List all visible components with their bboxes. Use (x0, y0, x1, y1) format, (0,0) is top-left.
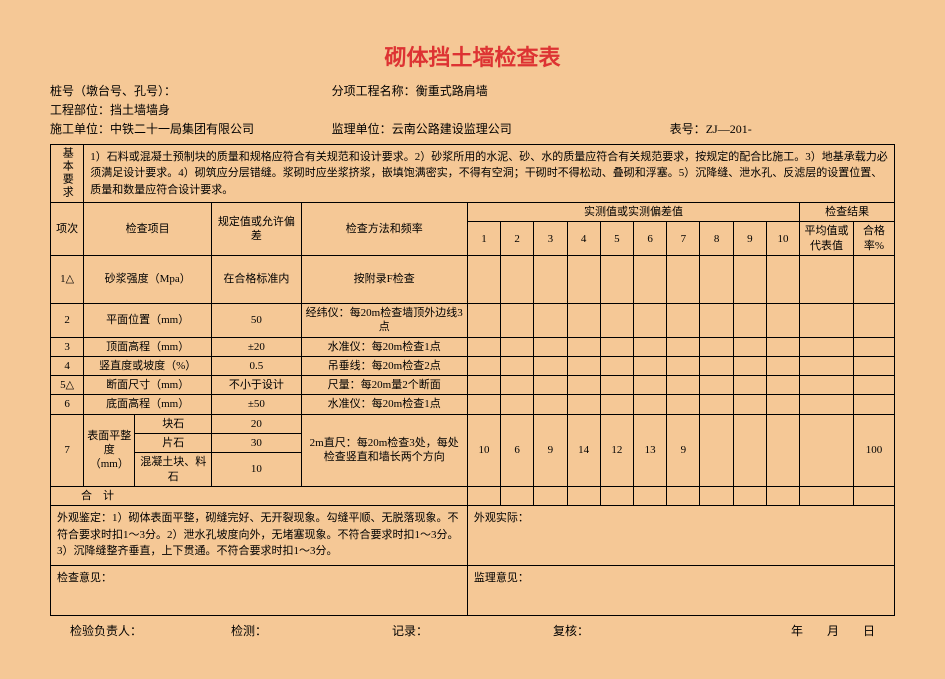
r1-std: 在合格标准内 (212, 255, 302, 303)
r5-item: 断面尺寸（mm） (84, 376, 212, 395)
supervisor: 监理单位：云南公路建设监理公司 (332, 120, 670, 139)
th-rate: 合格率% (853, 222, 894, 256)
form-title: 砌体挡土墙检查表 (50, 40, 895, 72)
r2-std: 50 (212, 303, 302, 337)
th-n5: 5 (600, 222, 633, 256)
th-n2: 2 (501, 222, 534, 256)
appearance-criteria: 外观鉴定：1）砌体表面平整，砌缝完好、无开裂现象。勾缝平顺、无脱落现象。不符合要… (51, 506, 468, 566)
r3-seq: 3 (51, 337, 84, 356)
r6-method: 水准仪：每20m检查1点 (301, 395, 467, 414)
r4-seq: 4 (51, 356, 84, 375)
th-n4: 4 (567, 222, 600, 256)
r2-item: 平面位置（mm） (84, 303, 212, 337)
th-method: 检查方法和频率 (301, 203, 467, 256)
r6-seq: 6 (51, 395, 84, 414)
r3-std: ±20 (212, 337, 302, 356)
th-n10: 10 (766, 222, 799, 256)
th-n1: 1 (467, 222, 500, 256)
r6-item: 底面高程（mm） (84, 395, 212, 414)
total-label: 合 计 (51, 486, 468, 505)
r7-avg (800, 414, 854, 486)
form-number: 表号：ZJ—201- (670, 120, 895, 139)
th-n3: 3 (534, 222, 567, 256)
r7-v4: 14 (567, 414, 600, 486)
r7-method: 2m直尺：每20m检查3处，每处检查竖直和墙长两个方向 (301, 414, 467, 486)
th-measured: 实测值或实测偏差值 (467, 203, 799, 222)
r4-item: 竖直度或坡度（%） (84, 356, 212, 375)
footer: 检验负责人： 检测： 记录： 复核： 年 月 日 (50, 622, 895, 639)
r7c-std: 10 (212, 453, 302, 487)
footer-review: 复核： (553, 622, 714, 639)
th-std: 规定值或允许偏差 (212, 203, 302, 256)
subproject: 分项工程名称：衡重式路肩墙 (332, 82, 670, 101)
r7-v6: 13 (634, 414, 667, 486)
r7-v7: 9 (667, 414, 700, 486)
footer-inspector: 检验负责人： (70, 622, 231, 639)
r7-v2: 6 (501, 414, 534, 486)
r7a-std: 20 (212, 414, 302, 433)
r2-method: 经纬仪：每20m检查墙顶外边线3点 (301, 303, 467, 337)
inspection-table: 基本要求 1）石料或混凝土预制块的质量和规格应符合有关规范和设计要求。2）砂浆所… (50, 144, 895, 617)
appearance-actual: 外观实际： (467, 506, 894, 566)
r7-v5: 12 (600, 414, 633, 486)
basic-req-label: 基本要求 (51, 144, 84, 203)
r1-seq: 1△ (51, 255, 84, 303)
r6-std: ±50 (212, 395, 302, 414)
r5-method: 尺量：每20m量2个断面 (301, 376, 467, 395)
r5-seq: 5△ (51, 376, 84, 395)
r7-v9 (733, 414, 766, 486)
th-n9: 9 (733, 222, 766, 256)
pile-number: 桩号（墩台号、孔号）： (50, 82, 332, 101)
th-result: 检查结果 (800, 203, 895, 222)
contractor: 施工单位：中铁二十一局集团有限公司 (50, 120, 332, 139)
r2-seq: 2 (51, 303, 84, 337)
r7-rate: 100 (853, 414, 894, 486)
r7-seq: 7 (51, 414, 84, 486)
r7c-name: 混凝土块、料石 (135, 453, 212, 487)
r3-item: 顶面高程（mm） (84, 337, 212, 356)
supervisor-opinion: 监理意见： (467, 566, 894, 616)
r1-item: 砂浆强度（Mpa） (84, 255, 212, 303)
r7-v1: 10 (467, 414, 500, 486)
r7b-std: 30 (212, 434, 302, 453)
r3-method: 水准仪：每20m检查1点 (301, 337, 467, 356)
r4-method: 吊垂线：每20m检查2点 (301, 356, 467, 375)
r4-std: 0.5 (212, 356, 302, 375)
r7-v8 (700, 414, 733, 486)
th-avg: 平均值或代表值 (800, 222, 854, 256)
project-part: 工程部位：挡土墙墙身 (50, 101, 332, 120)
basic-req-content: 1）石料或混凝土预制块的质量和规格应符合有关规范和设计要求。2）砂浆所用的水泥、… (84, 144, 895, 203)
footer-measure: 检测： (231, 622, 392, 639)
th-n8: 8 (700, 222, 733, 256)
th-item: 检查项目 (84, 203, 212, 256)
th-n7: 7 (667, 222, 700, 256)
r7-v3: 9 (534, 414, 567, 486)
r7-group: 表面平整度（mm） (84, 414, 135, 486)
r1-method: 按附录F检查 (301, 255, 467, 303)
check-opinion: 检查意见： (51, 566, 468, 616)
r7a-name: 块石 (135, 414, 212, 433)
r5-std: 不小于设计 (212, 376, 302, 395)
footer-record: 记录： (392, 622, 553, 639)
th-n6: 6 (634, 222, 667, 256)
footer-date: 年 月 日 (714, 622, 875, 639)
th-seq: 项次 (51, 203, 84, 256)
r7-v10 (766, 414, 799, 486)
r7b-name: 片石 (135, 434, 212, 453)
header-info: 桩号（墩台号、孔号）： 分项工程名称：衡重式路肩墙 工程部位：挡土墙墙身 施工单… (50, 82, 895, 140)
